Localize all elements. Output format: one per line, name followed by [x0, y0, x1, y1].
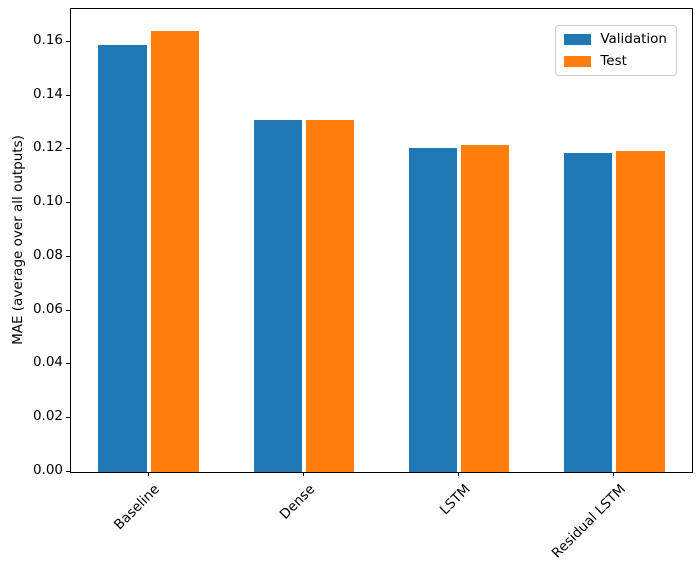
y-tick-mark: [66, 309, 70, 311]
y-tick-mark: [66, 202, 70, 204]
bar-test-lstm: [461, 145, 510, 472]
x-tick-label: Baseline: [111, 481, 164, 534]
y-tick-label: 0.08: [32, 246, 63, 263]
y-tick-label: 0.12: [32, 139, 63, 156]
y-tick-label: 0.02: [32, 408, 63, 425]
y-tick-mark: [66, 148, 70, 150]
bar-test-baseline: [150, 31, 199, 472]
x-tick-mark: [302, 472, 304, 476]
y-tick-mark: [66, 40, 70, 42]
y-tick-label: 0.14: [32, 85, 63, 102]
bar-test-residual-lstm: [616, 151, 665, 472]
y-tick-mark: [66, 471, 70, 472]
bar-validation-residual-lstm: [564, 153, 613, 472]
x-tick-mark: [458, 472, 460, 476]
x-tick-label: LSTM: [436, 481, 474, 519]
x-tick-mark: [613, 472, 615, 476]
y-tick-mark: [66, 94, 70, 96]
y-tick-mark: [66, 363, 70, 365]
y-tick-label: 0.06: [32, 300, 63, 317]
bar-validation-baseline: [98, 44, 147, 472]
y-tick-mark: [66, 417, 70, 419]
x-tick-label: Dense: [277, 481, 319, 523]
bar-validation-lstm: [408, 148, 458, 472]
y-tick-label: 0.04: [32, 354, 63, 371]
legend-label-validation: Validation: [600, 31, 667, 47]
bar-test-dense: [305, 119, 354, 472]
legend: Validation Test: [555, 25, 677, 76]
x-tick-label: Residual LSTM: [548, 481, 629, 562]
bar-validation-dense: [253, 119, 302, 472]
x-tick-mark: [147, 472, 149, 476]
y-tick-label: 0.16: [32, 31, 63, 48]
y-tick-mark: [66, 255, 70, 257]
y-tick-label: 0.00: [32, 462, 63, 478]
y-tick-label: 0.10: [32, 193, 63, 210]
legend-label-test: Test: [600, 53, 627, 69]
test-swatch: [564, 56, 592, 67]
validation-swatch: [564, 34, 592, 45]
plot-area: Validation Test: [70, 8, 693, 473]
legend-item-test: Test: [564, 54, 667, 69]
legend-item-validation: Validation: [564, 32, 667, 47]
